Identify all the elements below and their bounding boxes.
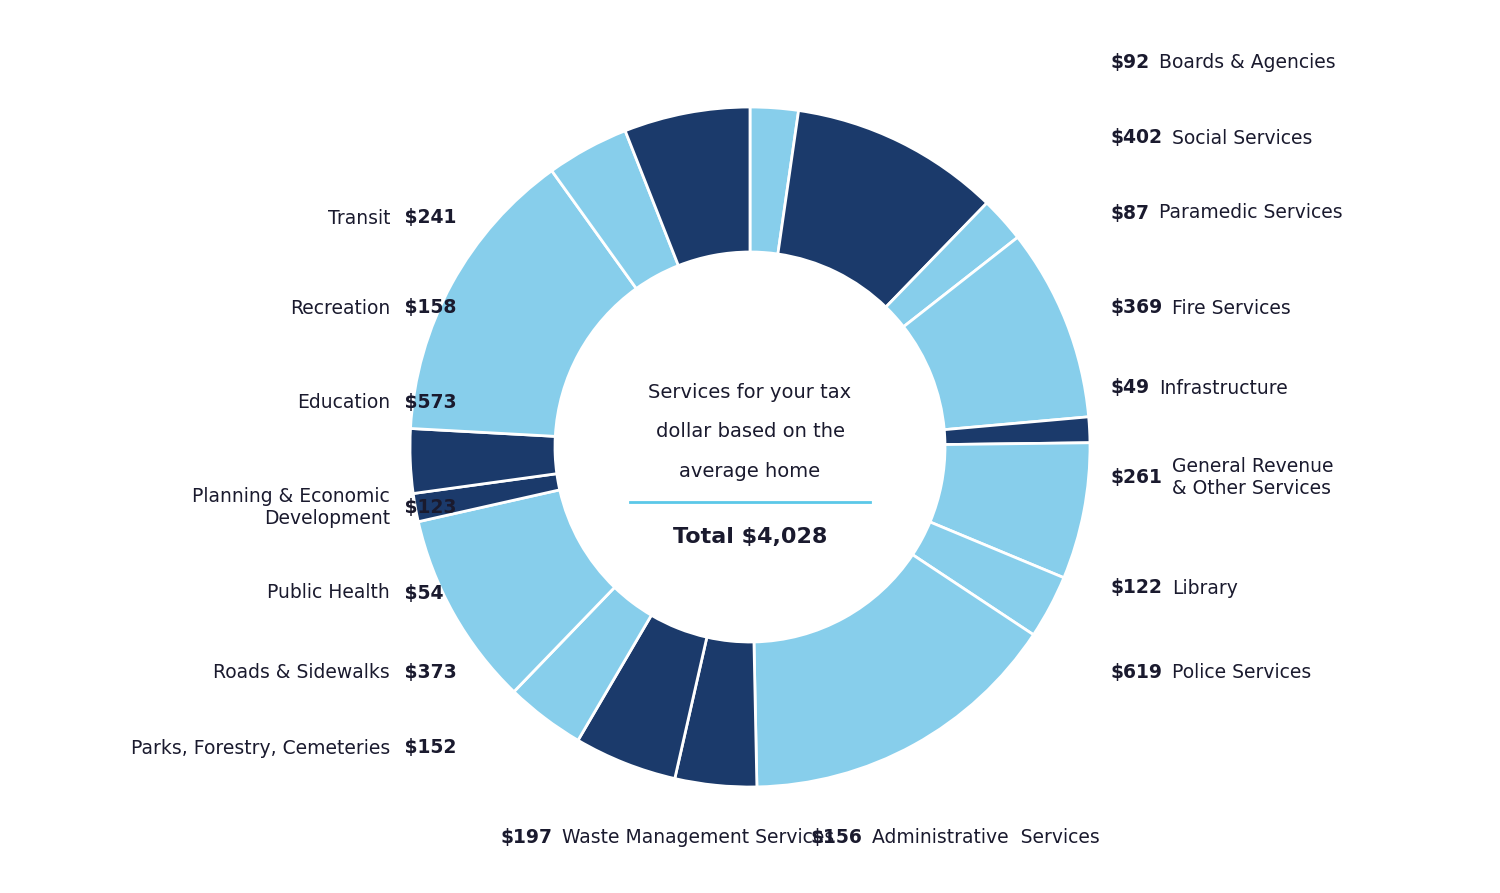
Text: Education: Education [297,394,390,413]
Text: General Revenue
& Other Services: General Revenue & Other Services [1172,457,1334,498]
Wedge shape [750,107,798,254]
Wedge shape [675,638,758,787]
Wedge shape [778,111,987,307]
Text: Administrative  Services: Administrative Services [871,829,1100,847]
Text: $54: $54 [398,583,444,603]
Wedge shape [552,130,678,288]
Text: Boards & Agencies: Boards & Agencies [1160,54,1335,72]
Wedge shape [903,238,1089,430]
Wedge shape [886,203,1017,327]
Text: $122: $122 [1110,579,1162,597]
Text: Total $4,028: Total $4,028 [674,527,826,547]
Text: Police Services: Police Services [1172,663,1311,682]
Text: $152: $152 [398,739,456,757]
Wedge shape [944,417,1090,445]
Wedge shape [930,443,1090,578]
Wedge shape [626,107,750,265]
Text: Public Health: Public Health [267,583,390,603]
Text: Library: Library [1172,579,1238,597]
Text: $402: $402 [1110,129,1162,147]
Text: $156: $156 [810,829,862,847]
Wedge shape [514,588,651,740]
Wedge shape [413,473,560,522]
Text: $87: $87 [1110,204,1149,222]
Text: Paramedic Services: Paramedic Services [1160,204,1342,222]
Wedge shape [410,429,556,494]
Wedge shape [754,555,1034,787]
Text: $158: $158 [398,298,456,318]
Wedge shape [419,490,615,692]
Text: average home: average home [680,463,820,481]
Text: Fire Services: Fire Services [1172,298,1290,318]
Text: dollar based on the: dollar based on the [656,422,844,441]
Text: $197: $197 [500,829,552,847]
Text: $49: $49 [1110,379,1149,397]
Text: Infrastructure: Infrastructure [1160,379,1287,397]
Text: $619: $619 [1110,663,1162,682]
Text: $261: $261 [1110,469,1162,488]
Text: Parks, Forestry, Cemeteries: Parks, Forestry, Cemeteries [130,739,390,757]
Text: $92: $92 [1110,54,1149,72]
Text: Waste Management Services: Waste Management Services [562,829,834,847]
Circle shape [555,252,945,642]
Wedge shape [411,171,636,437]
Text: Recreation: Recreation [290,298,390,318]
Text: Services for your tax: Services for your tax [648,382,852,402]
Text: $241: $241 [398,208,456,228]
Text: Transit: Transit [327,208,390,228]
Wedge shape [578,615,706,779]
Text: $573: $573 [398,394,456,413]
Text: Planning & Economic
Development: Planning & Economic Development [192,488,390,529]
Text: $123: $123 [398,498,456,518]
Text: Social Services: Social Services [1172,129,1312,147]
Text: $373: $373 [398,663,456,682]
Text: Roads & Sidewalks: Roads & Sidewalks [213,663,390,682]
Text: $369: $369 [1110,298,1162,318]
Wedge shape [912,522,1064,635]
